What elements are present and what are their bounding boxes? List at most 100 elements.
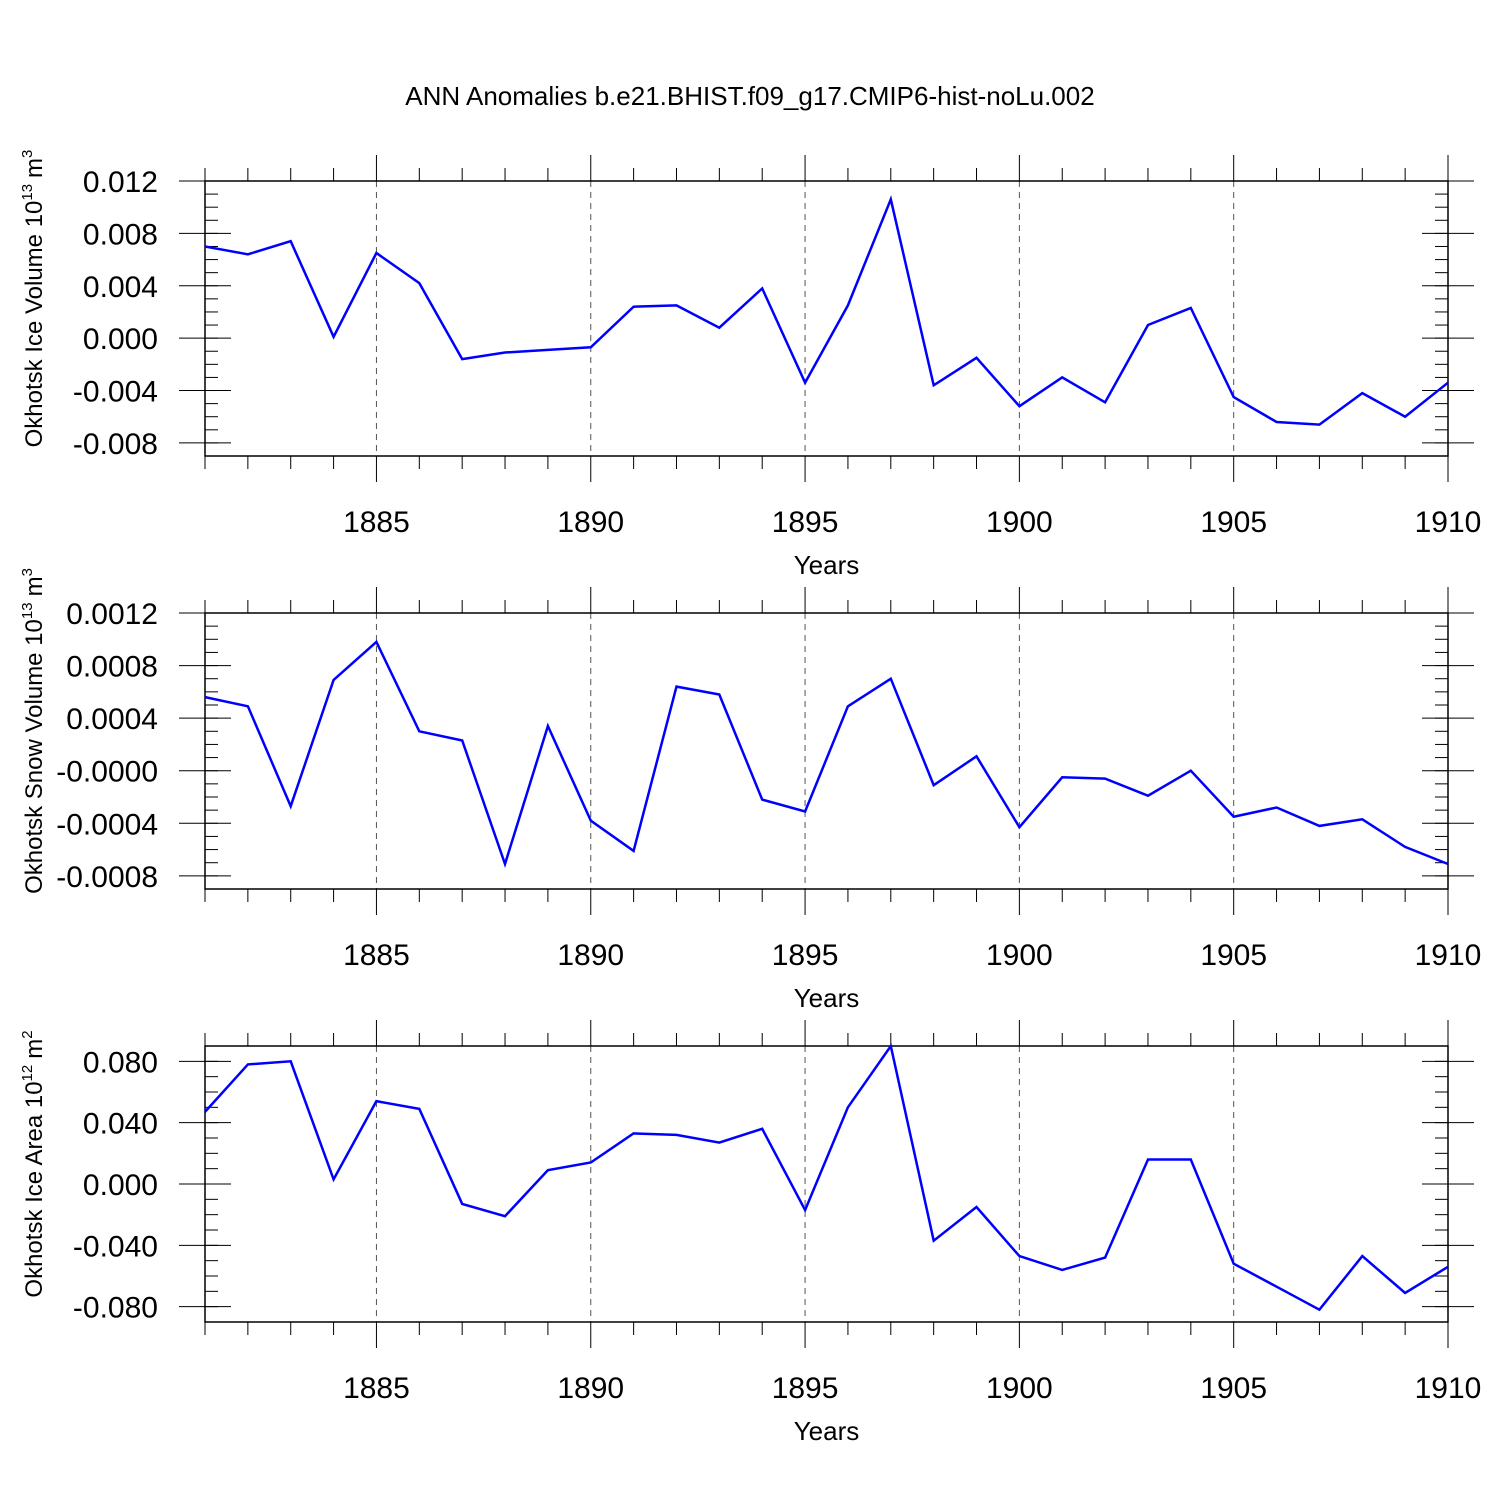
data-point xyxy=(932,783,936,787)
plot-frame xyxy=(204,1045,1449,1323)
y-tick-label: -0.004 xyxy=(73,376,158,409)
data-point xyxy=(1189,769,1193,773)
plot-frame xyxy=(204,180,1449,457)
data-point xyxy=(975,754,979,758)
y-tick-label: 0.012 xyxy=(83,166,158,199)
data-point xyxy=(846,1105,850,1109)
data-point xyxy=(975,356,979,360)
data-point xyxy=(332,678,336,682)
x-tick-label: 1900 xyxy=(986,506,1053,539)
y-tick-label: 0.000 xyxy=(83,1169,158,1202)
data-point xyxy=(203,695,207,699)
data-point xyxy=(674,303,678,307)
data-point xyxy=(503,1214,507,1218)
data-point xyxy=(1446,862,1450,866)
x-tick-label: 1890 xyxy=(557,939,624,972)
data-point xyxy=(246,252,250,256)
data-point xyxy=(546,724,550,728)
data-point xyxy=(674,1133,678,1137)
data-point xyxy=(717,1141,721,1145)
data-point xyxy=(889,197,893,201)
data-point xyxy=(589,1161,593,1165)
data-point xyxy=(1189,1157,1193,1161)
y-axis-label-unit: m xyxy=(21,576,48,596)
data-point xyxy=(803,381,807,385)
data-point xyxy=(1146,794,1150,798)
data-point xyxy=(760,1127,764,1131)
data-point xyxy=(503,862,507,866)
y-axis-label-unit: m xyxy=(21,158,48,178)
data-point xyxy=(803,809,807,813)
data-point xyxy=(1360,1254,1364,1258)
data-point xyxy=(932,383,936,387)
x-tick-label: 1885 xyxy=(343,506,410,539)
y-axis-label-exponent: 12 xyxy=(19,1065,36,1082)
data-point xyxy=(289,804,293,808)
chart-title: ANN Anomalies b.e21.BHIST.f09_g17.CMIP6-… xyxy=(405,81,1094,111)
y-tick-label: -0.0000 xyxy=(56,756,158,789)
x-tick-label: 1885 xyxy=(343,1372,410,1405)
data-point xyxy=(546,1168,550,1172)
data-point xyxy=(374,251,378,255)
data-point xyxy=(460,1202,464,1206)
data-point xyxy=(1446,1265,1450,1269)
x-tick-label: 1885 xyxy=(343,939,410,972)
panels-layer: 0.012 0.008 0.004 0.000 -0.004 -0.008 1885 1890… xyxy=(19,150,1481,1446)
data-point xyxy=(503,351,507,355)
data-point xyxy=(1103,777,1107,781)
y-axis-label-unit-exponent: 2 xyxy=(19,1030,36,1038)
x-tick-label: 1905 xyxy=(1200,939,1267,972)
y-axis-label: Okhotsk Snow Volume 1013 m3 xyxy=(19,568,48,894)
data-point xyxy=(1189,306,1193,310)
y-axis-label-main: Okhotsk Ice Area 10 xyxy=(21,1081,48,1297)
data-point xyxy=(374,640,378,644)
y-axis-label-unit-exponent: 3 xyxy=(19,568,36,576)
y-axis-label-unit: m xyxy=(21,1039,48,1059)
y-tick-label: -0.0004 xyxy=(56,808,158,841)
data-point xyxy=(1146,1157,1150,1161)
series-line xyxy=(204,639,1449,869)
data-point xyxy=(203,1110,207,1114)
y-tick-label: 0.000 xyxy=(83,323,158,356)
x-tick-label: 1905 xyxy=(1200,506,1267,539)
y-axis-label-exponent: 13 xyxy=(19,184,36,201)
data-point xyxy=(460,738,464,742)
y-tick-label: 0.080 xyxy=(83,1046,158,1079)
series-line xyxy=(204,1042,1449,1312)
data-point xyxy=(289,239,293,243)
y-tick-label: 0.0004 xyxy=(66,703,158,736)
y-tick-label: 0.0008 xyxy=(66,651,158,684)
data-point xyxy=(203,244,207,248)
data-point xyxy=(1103,1256,1107,1260)
x-tick-label: 1895 xyxy=(772,939,839,972)
data-point xyxy=(1360,817,1364,821)
data-point xyxy=(846,704,850,708)
data-point xyxy=(246,1062,250,1066)
data-point xyxy=(760,798,764,802)
y-tick-label: -0.080 xyxy=(73,1292,158,1325)
data-point xyxy=(1317,423,1321,427)
data-point xyxy=(589,345,593,349)
data-point xyxy=(717,692,721,696)
data-point xyxy=(1403,1291,1407,1295)
y-axis-label-main: Okhotsk Snow Volume 10 xyxy=(21,619,48,894)
x-axis-label: Years xyxy=(794,1416,860,1446)
data-point xyxy=(975,1205,979,1209)
data-point xyxy=(1103,400,1107,404)
y-axis-label: Okhotsk Ice Volume 1013 m3 xyxy=(19,150,48,448)
x-tick-label: 1905 xyxy=(1200,1372,1267,1405)
x-axis-label: Years xyxy=(794,983,860,1013)
data-point xyxy=(717,326,721,330)
y-tick-label: 0.008 xyxy=(83,218,158,251)
data-point xyxy=(846,303,850,307)
data-point xyxy=(417,729,421,733)
data-point xyxy=(760,286,764,290)
y-tick-label: -0.0008 xyxy=(56,861,158,894)
x-tick-label: 1910 xyxy=(1415,506,1482,539)
plot-frame xyxy=(204,612,1449,890)
panel-1: 0.012 0.008 0.004 0.000 -0.004 -0.008 1885 1890… xyxy=(19,150,1481,580)
data-point xyxy=(889,677,893,681)
data-point xyxy=(289,1059,293,1063)
data-point xyxy=(889,1044,893,1048)
